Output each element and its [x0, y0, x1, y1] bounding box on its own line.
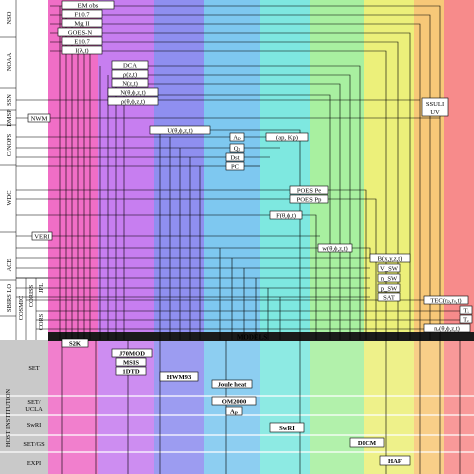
band-magenta: [48, 0, 98, 474]
label-ne-full: nₑ(θ,ϕ,z,t): [434, 326, 460, 333]
label-n-full: N(θ,ϕ,z,t): [120, 90, 146, 97]
label-u-full: U(θ,ϕ,z,t): [167, 128, 193, 135]
label-ssuli: SSULI: [426, 101, 444, 108]
models-header: MODELS: [237, 334, 267, 342]
label-e107: E10.7: [74, 39, 90, 46]
label-em-obs: EM obs: [78, 3, 99, 10]
label-rho-full: ρ(θ,ϕ,z,t): [121, 99, 145, 106]
label-dca: DCA: [123, 63, 137, 70]
host-row-dividers: [0, 395, 474, 453]
side-label-wdc: WDC: [6, 191, 13, 206]
band-cyan: [260, 0, 310, 474]
label-ti: Tᵢ: [463, 308, 469, 315]
label-w-full: w(θ,ϕ,z,t): [322, 246, 348, 253]
model-msis: MSIS: [123, 360, 139, 367]
label-dst: Dst: [230, 155, 239, 162]
label-pc: PC: [231, 164, 240, 171]
side-label-cors: CORS: [38, 313, 45, 330]
label-i-lambda-t: I(λ,t): [75, 48, 88, 55]
host-row-set-gs: SET/GS: [23, 441, 45, 448]
label-qj: Qⱼ: [234, 146, 241, 153]
label-ap-kp: (ap, Kp): [276, 135, 298, 142]
host-row-expi: EXPI: [27, 460, 41, 467]
label-poes-pe: POES Pe: [297, 188, 321, 195]
model-om2000: OM2000: [222, 399, 247, 406]
label-b-full: B(x,y,z,t): [378, 256, 403, 263]
label-tec: TEC(rₚ,rₛ,t): [430, 298, 461, 305]
model-1dtd: 1DTD: [122, 369, 139, 376]
input-boxes: EM obs F10.7 Mg II GOES-N E10.7 I(λ,t) D…: [27, 0, 473, 333]
model-ap: Aₚ: [230, 409, 238, 416]
side-labels: NSO NOAA SSN DMSP C/NOFS WDC ACE SBIRS L…: [5, 11, 45, 467]
label-f-full: F(θ,ϕ,t): [276, 213, 296, 220]
label-v-sw: V_SW: [380, 266, 399, 273]
model-s2k: S2K: [69, 341, 82, 348]
label-ssuli-uv: UV: [430, 109, 440, 116]
label-mgii: Mg II: [74, 21, 89, 28]
side-label-cosmic: COSMIC: [18, 296, 25, 321]
model-hwm93: HWM93: [167, 374, 192, 381]
band-orange: [414, 0, 444, 474]
label-veri: VERI: [34, 234, 49, 241]
band-skyblue: [204, 0, 260, 474]
model-haf: HAF: [388, 458, 402, 465]
band-blue: [154, 0, 204, 474]
label-n-z-t: N(z,t): [122, 81, 138, 88]
connector-lines: [16, 5, 461, 474]
side-label-cnofs: C/NOFS: [6, 133, 13, 156]
side-label-coriss: CORISS: [28, 284, 35, 307]
label-ap: Aₚ: [233, 135, 241, 142]
models-bar: [48, 332, 474, 341]
label-poes-pp: POES Pp: [297, 197, 322, 204]
model-boxes: S2K J70MOD MSIS 1DTD HWM93 Joule heat OM…: [61, 338, 411, 466]
host-row-swri: SwRI: [27, 422, 42, 429]
left-dividers: [0, 0, 48, 340]
label-rho-z-t: ρ(z,t): [123, 72, 137, 79]
model-j70mod: J70MOD: [119, 351, 145, 358]
side-label-dmsp: DMSP: [6, 109, 13, 127]
label-te: Tₑ: [463, 317, 469, 324]
model-dicm: DICM: [358, 440, 377, 447]
label-sat: SAT: [383, 295, 395, 302]
band-green: [310, 0, 364, 474]
host-row-set-ucla: SET/UCLA: [25, 399, 43, 413]
label-n-sw: n_SW: [381, 276, 398, 283]
model-joule-heat: Joule heat: [218, 382, 248, 389]
band-yellow: [364, 0, 414, 474]
side-label-host-institution: HOST INSTITUTION: [5, 388, 12, 447]
model-swri: SwRI: [279, 425, 295, 432]
label-f107: F10.7: [74, 12, 90, 19]
label-goes-n: GOES-N: [68, 30, 92, 37]
label-p-sw: p_SW: [381, 286, 398, 293]
band-red: [444, 0, 474, 474]
side-label-noaa: NOAA: [6, 52, 13, 71]
host-row-set: SET: [28, 365, 39, 372]
side-label-sbirs: SBIRS LO: [6, 284, 13, 312]
host-overlay: [48, 340, 474, 474]
label-nwm: NWM: [31, 116, 48, 123]
side-label-ssn: SSN: [6, 94, 13, 106]
side-label-nso: NSO: [6, 11, 13, 24]
side-label-ace: ACE: [6, 259, 13, 272]
